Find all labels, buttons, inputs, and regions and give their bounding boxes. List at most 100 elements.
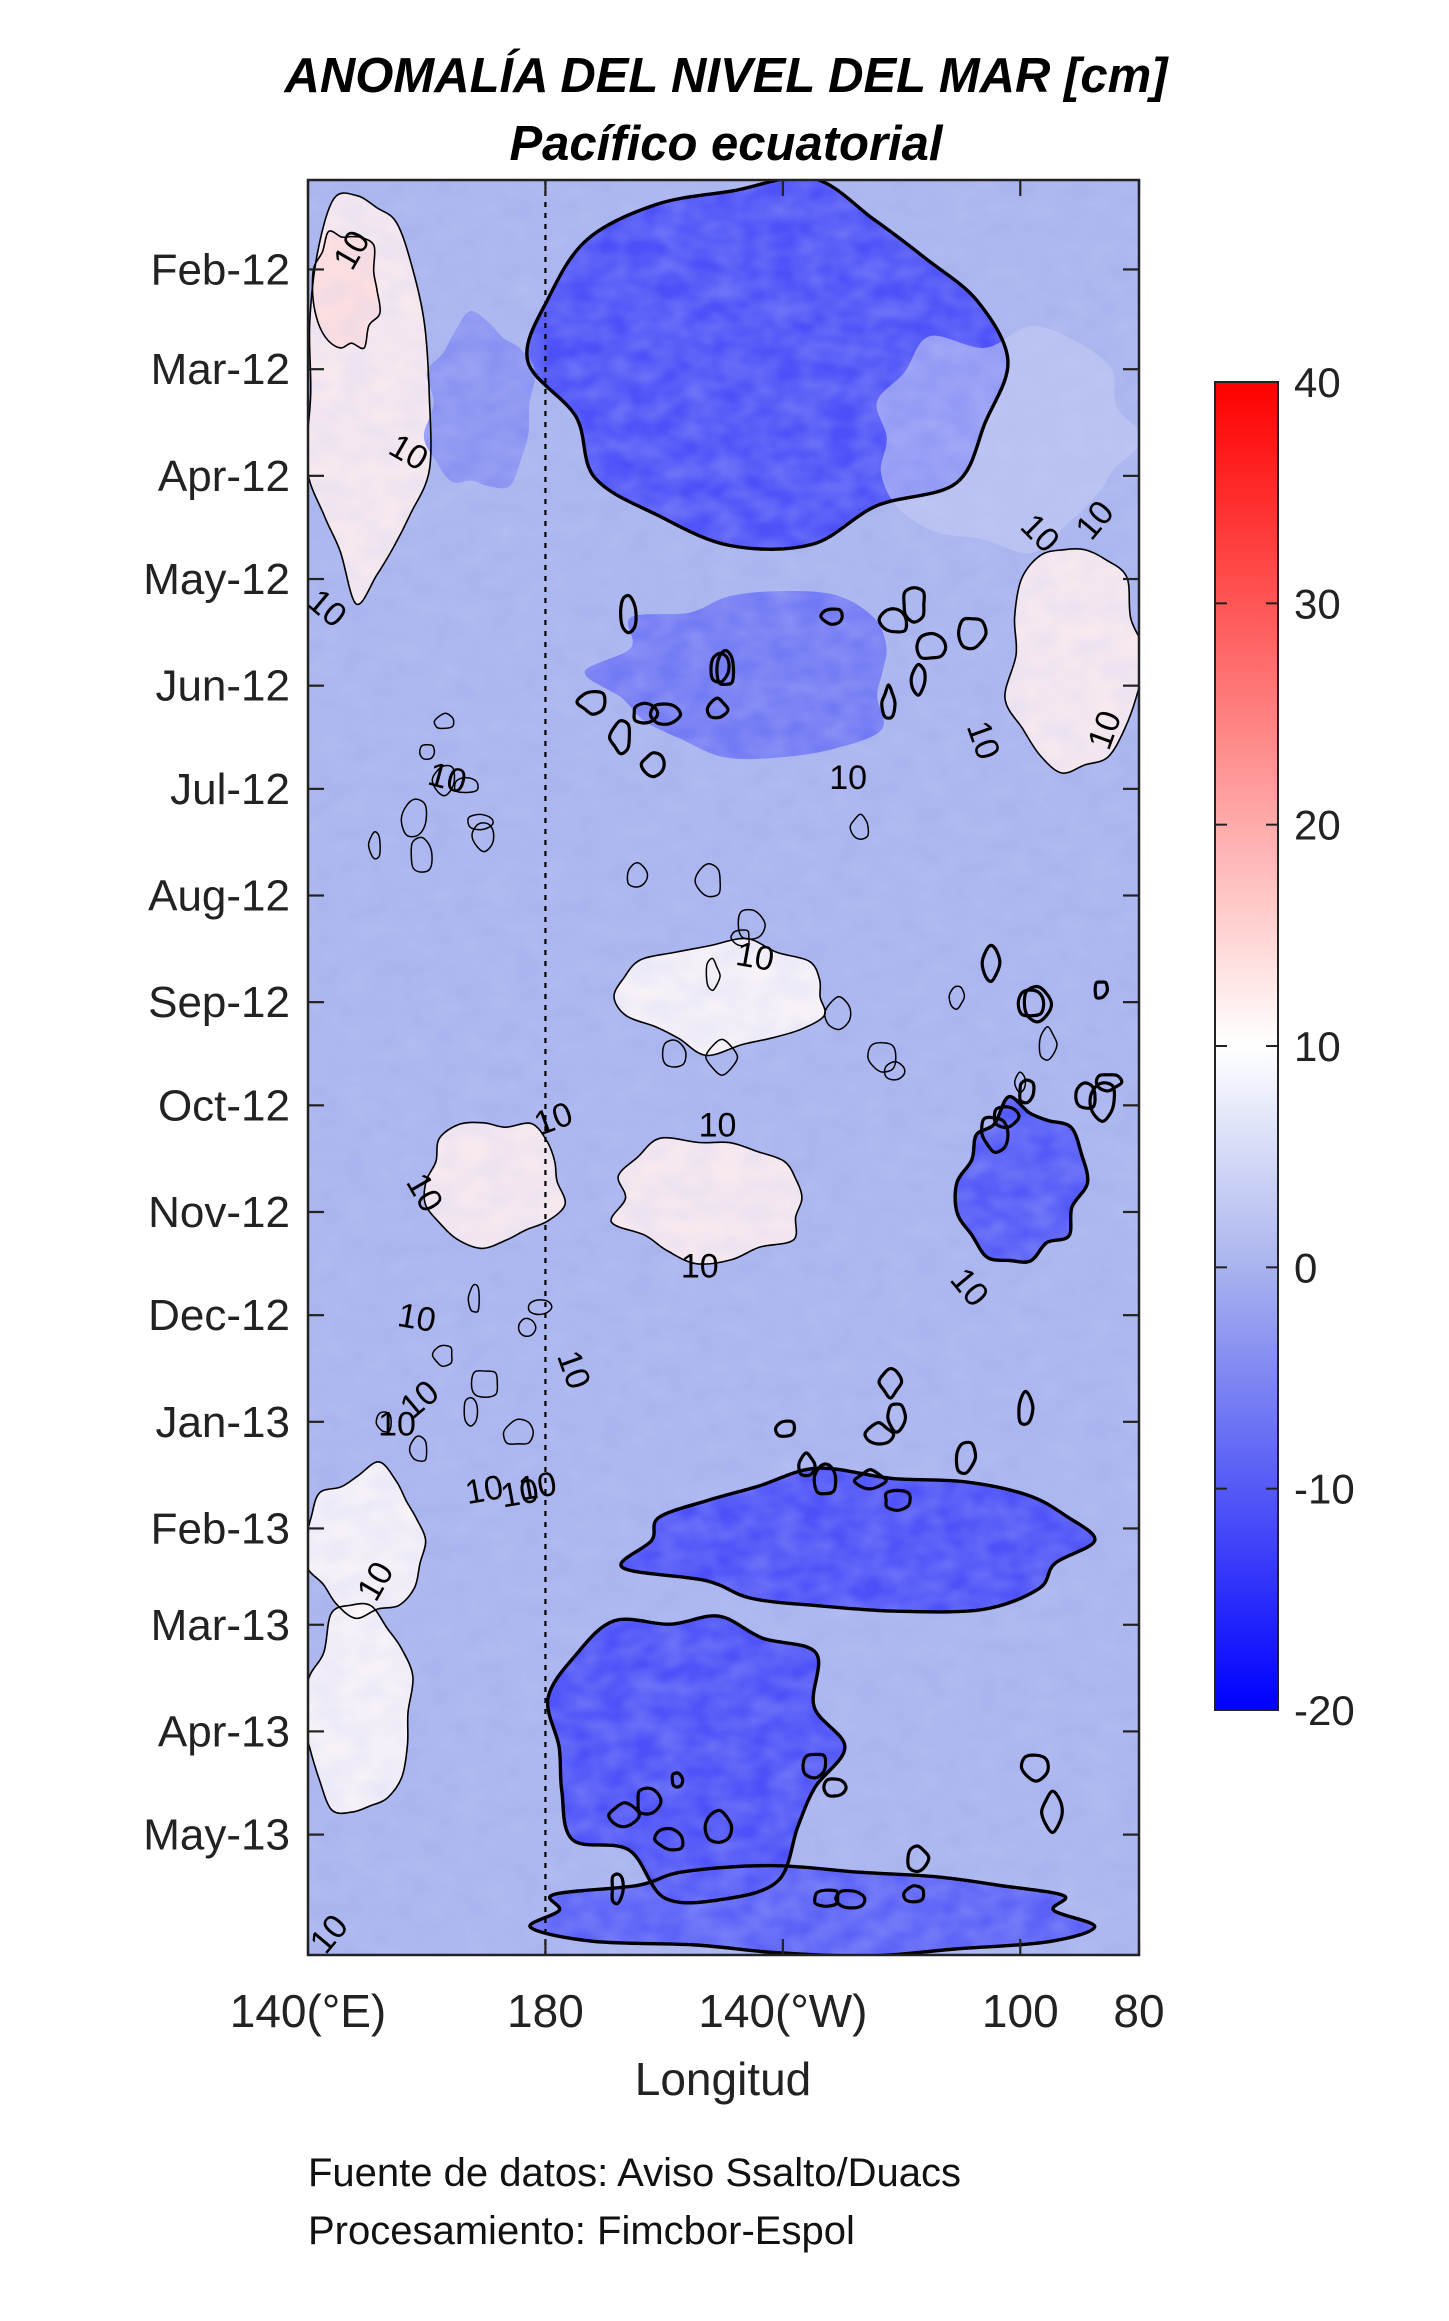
- contour-minus10-small: [902, 586, 926, 624]
- colorbar-tick-label: -20: [1294, 1687, 1355, 1734]
- x-tick-label: 140(°E): [230, 1985, 386, 2037]
- contour-minus10-small: [906, 1844, 931, 1874]
- contour-label: 10: [829, 759, 867, 797]
- plot-frame: [306, 178, 1141, 1957]
- y-tick-label: Sep-12: [148, 978, 290, 1027]
- contour-plus10-small: [661, 1039, 687, 1068]
- contour-minus10-small: [954, 1440, 978, 1476]
- contour-plus10: [308, 1461, 427, 1620]
- contour-plus10-small: [410, 836, 433, 873]
- colorbar-tick-label: 40: [1294, 359, 1341, 406]
- contour-plus10: [308, 192, 432, 606]
- contour-plus10-small: [431, 1344, 453, 1368]
- contour-plus10: [311, 230, 382, 350]
- contour-minus10-small: [648, 702, 683, 726]
- contour-minus10: [619, 1466, 1097, 1614]
- contour-minus10-small: [1088, 1081, 1117, 1123]
- contour-minus10-small: [639, 751, 666, 779]
- contour-minus10: [953, 1094, 1090, 1264]
- contour-minus10-small: [670, 1771, 685, 1789]
- y-tick-label: Feb-13: [151, 1504, 290, 1553]
- contour-minus10-small: [1018, 1078, 1036, 1105]
- y-tick-label: Aug-12: [148, 872, 290, 921]
- contour-minus10-small: [1017, 1389, 1035, 1426]
- contour-minus10-small: [618, 593, 638, 635]
- contour-label: 10: [699, 1106, 737, 1144]
- footer-source: Fuente de datos: Aviso Ssalto/Duacs: [308, 2151, 961, 2195]
- x-tick-label: 180: [507, 1985, 584, 2037]
- contour-plus10-small: [467, 813, 494, 831]
- y-tick-label: Apr-12: [158, 452, 290, 501]
- contour-plus10: [423, 1121, 567, 1250]
- contour-minus10-small: [877, 607, 909, 634]
- contour-plus10-small: [694, 862, 722, 898]
- contour-minus10-small: [834, 1888, 867, 1910]
- contour-plus10-small: [471, 822, 495, 853]
- colorbar-tick-label: -10: [1294, 1466, 1355, 1513]
- contour-plus10-small: [626, 861, 649, 888]
- contour-plus10-small: [730, 929, 750, 947]
- contour-label: 10: [681, 1247, 719, 1285]
- contour-minus10-small: [980, 943, 1002, 984]
- contour-minus10-small: [813, 1888, 840, 1908]
- contour-minus10-small: [801, 1752, 828, 1780]
- contour-minus10-small: [1019, 1753, 1050, 1783]
- contour-minus10-small: [1039, 1789, 1064, 1835]
- x-tick-label: 80: [1113, 1985, 1164, 2037]
- contour-plus10: [308, 1602, 414, 1815]
- x-tick-label: 100: [982, 1985, 1059, 2037]
- contour-minus10-small: [610, 1872, 625, 1906]
- contour-minus10-small: [607, 719, 632, 756]
- contour-plus10-small: [1013, 1071, 1027, 1094]
- contour-lines: [308, 180, 1139, 1955]
- contour-plus10-small: [849, 813, 870, 840]
- contour-plus10: [613, 937, 826, 1057]
- contour-minus10-small: [852, 1467, 888, 1491]
- y-tick-label: Feb-12: [151, 245, 290, 294]
- contour-plus10-small: [705, 1038, 739, 1076]
- contour-minus10-small: [575, 690, 607, 716]
- contour-plus10-small: [867, 1041, 897, 1073]
- y-tick-label: Dec-12: [148, 1291, 290, 1340]
- contour-plus10-small: [467, 1283, 480, 1313]
- contour-minus10-small: [980, 1115, 1010, 1154]
- contour-minus10-small: [705, 696, 730, 720]
- contour-minus10-small: [715, 648, 736, 687]
- contour-minus10-small: [877, 1366, 904, 1400]
- contour-label: 10: [733, 935, 777, 979]
- contour-plus10-small: [517, 1317, 537, 1337]
- contour-plus10: [1004, 547, 1139, 774]
- contour-plus10-small: [431, 764, 456, 797]
- contour-minus10-small: [1022, 984, 1054, 1024]
- contour-plus10-small: [948, 985, 966, 1010]
- contour-minus10-small: [863, 1421, 896, 1446]
- contour-minus10-small: [812, 1462, 838, 1496]
- contour-plus10-small: [883, 1061, 906, 1081]
- contour-minus10-small: [822, 1777, 848, 1798]
- x-axis: 140(°E) 180 140(°W) 100 80: [230, 1985, 1165, 2037]
- footer-processing: Procesamiento: Fimcbor-Espol: [308, 2209, 855, 2253]
- contour-plus10-small: [502, 1418, 535, 1445]
- contour-plus10-small: [400, 798, 428, 838]
- contour-minus10-small: [653, 1826, 685, 1852]
- colorbar-tick-label: 20: [1294, 802, 1341, 849]
- contour-minus10-small: [819, 607, 844, 626]
- contour-minus10-small: [1016, 988, 1046, 1018]
- contour-plus10-small: [375, 1411, 392, 1433]
- contour-plus10-small: [737, 908, 766, 940]
- y-tick-label: Jul-12: [170, 765, 290, 814]
- contour-plus10-small: [453, 776, 479, 794]
- contour-minus10-small: [880, 683, 897, 720]
- texture-overlay: [308, 180, 1139, 1955]
- contour-minus10-small: [709, 651, 731, 684]
- y-tick-label: May-12: [143, 555, 290, 604]
- contour-minus10-small: [607, 1801, 641, 1829]
- y-tick-label: Mar-13: [151, 1601, 290, 1650]
- y-tick-label: Jun-12: [155, 662, 290, 711]
- contour-plus10-small: [433, 712, 455, 730]
- contour-minus10: [525, 180, 1010, 551]
- y-tick-label: Oct-12: [158, 1081, 290, 1130]
- colorbar-tick-label: 10: [1294, 1023, 1341, 1070]
- y-tick-label: Nov-12: [148, 1188, 290, 1237]
- contour-plus10-small: [367, 831, 381, 860]
